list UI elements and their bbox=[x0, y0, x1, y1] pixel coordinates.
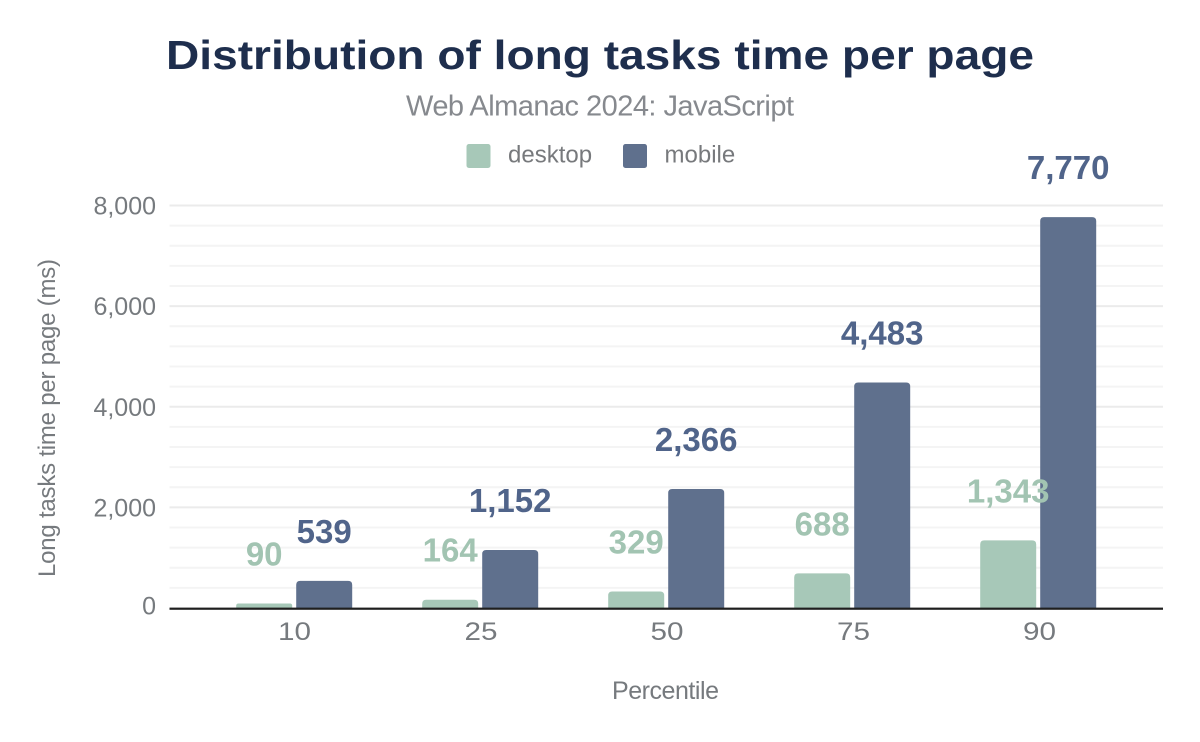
svg-text:Long tasks time per page (ms): Long tasks time per page (ms) bbox=[34, 259, 61, 577]
svg-text:164: 164 bbox=[423, 532, 479, 569]
svg-text:75: 75 bbox=[837, 618, 870, 646]
svg-text:90: 90 bbox=[1023, 618, 1056, 646]
svg-text:2,000: 2,000 bbox=[93, 494, 156, 522]
svg-text:329: 329 bbox=[609, 523, 664, 560]
svg-text:8,000: 8,000 bbox=[93, 193, 156, 221]
svg-text:539: 539 bbox=[297, 513, 352, 550]
svg-text:4,483: 4,483 bbox=[841, 314, 924, 351]
svg-text:4,000: 4,000 bbox=[93, 394, 156, 422]
svg-text:688: 688 bbox=[795, 505, 850, 542]
svg-text:50: 50 bbox=[651, 618, 684, 646]
svg-text:mobile: mobile bbox=[665, 142, 736, 169]
svg-text:0: 0 bbox=[142, 593, 156, 621]
svg-text:90: 90 bbox=[246, 535, 283, 572]
svg-text:Web Almanac 2024: JavaScript: Web Almanac 2024: JavaScript bbox=[406, 91, 794, 123]
svg-text:desktop: desktop bbox=[508, 142, 592, 169]
svg-text:7,770: 7,770 bbox=[1027, 149, 1110, 186]
svg-text:25: 25 bbox=[465, 618, 498, 646]
svg-text:Distribution of long tasks tim: Distribution of long tasks time per page bbox=[166, 32, 1034, 78]
svg-text:6,000: 6,000 bbox=[93, 293, 156, 321]
svg-text:2,366: 2,366 bbox=[655, 421, 738, 458]
svg-text:Percentile: Percentile bbox=[612, 677, 719, 705]
svg-text:1,343: 1,343 bbox=[967, 472, 1050, 509]
svg-text:1,152: 1,152 bbox=[469, 482, 552, 519]
svg-text:10: 10 bbox=[278, 618, 311, 646]
